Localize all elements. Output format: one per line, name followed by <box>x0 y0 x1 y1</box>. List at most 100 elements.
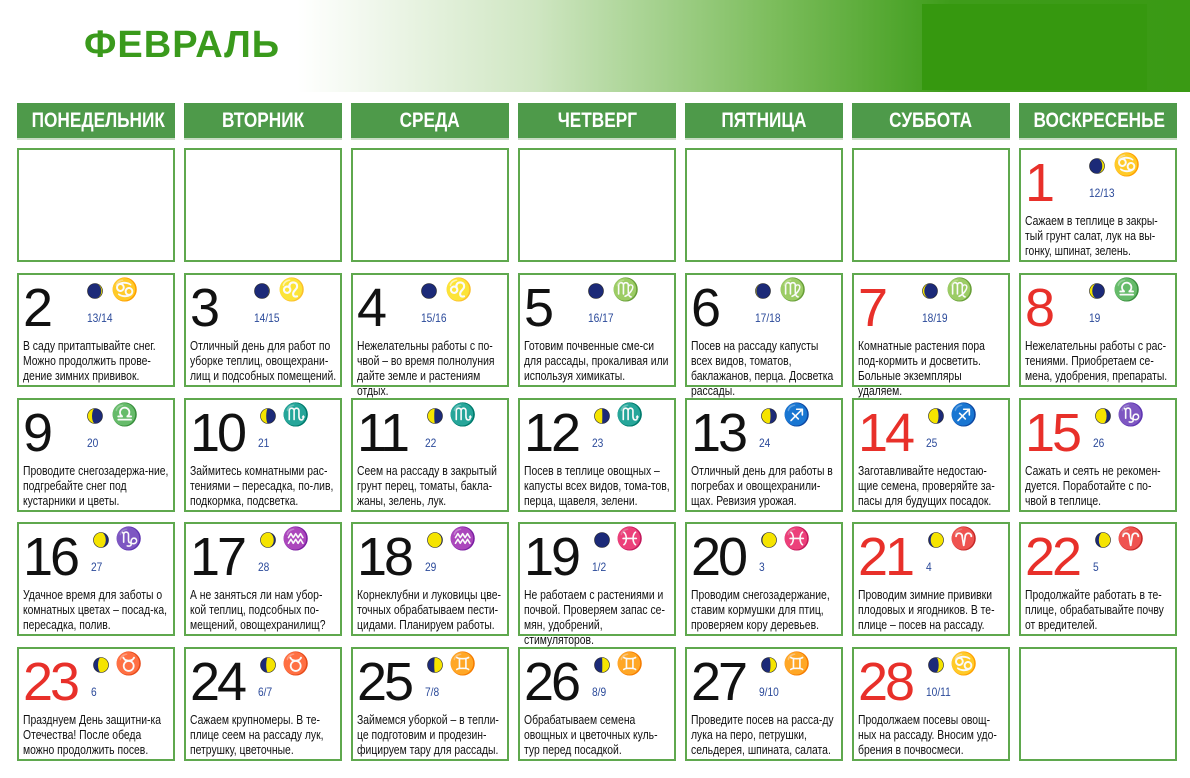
day-cell: 13 ♐ 24 Отличный день для работы в погребах… <box>685 398 843 512</box>
day-number: 24 <box>190 652 247 712</box>
day-number: 26 <box>524 652 581 712</box>
lunar-day: 28 <box>258 560 270 574</box>
day-advice: Займитесь комнатными рас-тениями – перес… <box>190 464 334 508</box>
day-number: 12 <box>524 403 581 463</box>
day-cell: 5 ♍ 16/17 Готовим почвенные сме-си для расс… <box>518 273 676 387</box>
lunar-day: 3 <box>759 560 765 574</box>
weekday-label: ПЯТНИЦА <box>721 109 807 132</box>
zodiac-aries-icon: ♈ <box>1117 526 1145 551</box>
zodiac-sagittarius-icon: ♐ <box>783 402 811 427</box>
day-number: 11 <box>357 403 410 463</box>
lunar-day: 5 <box>1093 560 1099 574</box>
empty-day-cell <box>17 148 175 262</box>
moon-phase-icon <box>761 408 777 424</box>
zodiac-taurus-icon: ♉ <box>115 651 143 676</box>
day-advice: Празднуем День защитни-ка Отечества! Пос… <box>23 713 162 757</box>
day-cell: 16 ♑ 27 Удачное время для заботы о комнатны… <box>17 522 175 636</box>
moon-phase-icon <box>421 283 437 299</box>
weekday-header: ВТОРНИК <box>184 103 342 140</box>
day-number: 6 <box>691 278 721 338</box>
day-number: 21 <box>858 527 915 587</box>
zodiac-pisces-icon: ♓ <box>616 526 644 551</box>
zodiac-scorpio-icon: ♏ <box>616 402 644 427</box>
moon-phase-icon <box>1089 283 1105 299</box>
weekday-label: СУББОТА <box>889 109 973 132</box>
day-cell: 17 ♒ 28 А не заняться ли нам убор-кой тепли… <box>184 522 342 636</box>
day-advice: Продолжаем посевы овощ-ных на рассаду. В… <box>858 713 997 757</box>
moon-phase-icon <box>928 657 944 673</box>
zodiac-scorpio-icon: ♏ <box>449 402 477 427</box>
day-cell: 1 ♋ 12/13 Сажаем в теплице в закры-тый грун… <box>1019 148 1177 262</box>
day-advice: А не заняться ли нам убор-кой теплиц, по… <box>190 588 326 632</box>
day-cell: 27 ♊ 9/10 Проведите посев на расса-ду лука … <box>685 647 843 761</box>
lunar-day: 24 <box>759 436 771 450</box>
moon-phase-icon <box>427 408 443 424</box>
month-title: ФЕВРАЛЬ <box>84 24 281 66</box>
lunar-day: 12/13 <box>1089 186 1115 200</box>
lunar-day: 22 <box>425 436 437 450</box>
day-advice: Обрабатываем семена овощных и цветочных … <box>524 713 658 757</box>
zodiac-libra-icon: ♎ <box>111 402 139 427</box>
zodiac-virgo-icon: ♍ <box>779 277 807 302</box>
day-number: 28 <box>858 652 915 712</box>
empty-day-cell <box>351 148 509 262</box>
lunar-day: 10/11 <box>926 685 951 699</box>
header-decor-block <box>922 4 1147 90</box>
weekday-header: ПЯТНИЦА <box>685 103 843 140</box>
day-advice: Заготавливайте недостаю-щие семена, пров… <box>858 464 995 508</box>
zodiac-sagittarius-icon: ♐ <box>950 402 978 427</box>
day-cell: 19 ♓ 1/2 Не работаем с растениями и почвой.… <box>518 522 676 647</box>
weekday-label: ПОНЕДЕЛЬНИК <box>31 109 165 132</box>
day-advice: Проводим снегозадержание, ставим кормушк… <box>691 588 830 632</box>
weekday-header: СРЕДА <box>351 103 509 140</box>
lunar-day: 6 <box>91 685 97 699</box>
day-cell: 22 ♈ 5 Продолжайте работать в те-плице, обр… <box>1019 522 1177 636</box>
zodiac-gemini-icon: ♊ <box>783 651 811 676</box>
day-advice: Не работаем с растениями и почвой. Прове… <box>524 588 665 647</box>
day-cell: 12 ♏ 23 Посев в теплице овощных – капусты в… <box>518 398 676 512</box>
lunar-day: 29 <box>425 560 437 574</box>
day-number: 13 <box>691 403 748 463</box>
zodiac-gemini-icon: ♊ <box>616 651 644 676</box>
day-advice: В саду притаптывайте снег. Можно продолж… <box>23 339 156 383</box>
moon-phase-icon <box>260 657 276 673</box>
lunar-day: 14/15 <box>254 311 280 325</box>
empty-day-cell <box>852 148 1010 262</box>
lunar-day: 26 <box>1093 436 1105 450</box>
day-advice: Нежелательны работы с рас-тениями. Приоб… <box>1025 339 1168 383</box>
zodiac-cancer-icon: ♋ <box>1113 152 1141 177</box>
weekday-label: СРЕДА <box>399 109 461 132</box>
day-number: 2 <box>23 278 53 338</box>
weekday-label: ЧЕТВЕРГ <box>557 109 637 132</box>
day-number: 19 <box>524 527 581 587</box>
moon-phase-icon <box>594 657 610 673</box>
empty-day-cell <box>518 148 676 262</box>
zodiac-aquarius-icon: ♒ <box>449 526 477 551</box>
lunar-day: 20 <box>87 436 99 450</box>
lunar-day: 1/2 <box>592 560 607 574</box>
zodiac-capricorn-icon: ♑ <box>1117 402 1145 427</box>
moon-phase-icon <box>254 283 270 299</box>
zodiac-capricorn-icon: ♑ <box>115 526 143 551</box>
day-cell: 2 ♋ 13/14 В саду притаптывайте снег. Можно … <box>17 273 175 387</box>
day-advice: Отличный день для работы в погребах и ов… <box>691 464 833 508</box>
day-advice: Займемся уборкой – в тепли-це подготовим… <box>357 713 499 757</box>
lunar-day: 16/17 <box>588 311 614 325</box>
moon-phase-icon <box>427 657 443 673</box>
moon-phase-icon <box>87 283 103 299</box>
day-cell: 6 ♍ 17/18 Посев на рассаду капусты всех вид… <box>685 273 843 398</box>
zodiac-taurus-icon: ♉ <box>282 651 310 676</box>
day-advice: Посев в теплице овощных – капусты всех в… <box>524 464 670 508</box>
day-number: 4 <box>357 278 387 338</box>
day-number: 7 <box>858 278 888 338</box>
zodiac-cancer-icon: ♋ <box>111 277 139 302</box>
moon-phase-icon <box>427 532 443 548</box>
lunar-day: 21 <box>258 436 270 450</box>
day-advice: Нежелательны работы с по-чвой – во время… <box>357 339 495 398</box>
day-advice: Готовим почвенные сме-си для рассады, пр… <box>524 339 669 383</box>
lunar-day: 9/10 <box>759 685 779 699</box>
day-cell: 3 ♌ 14/15 Отличный день для работ по уборке… <box>184 273 342 387</box>
moon-phase-icon <box>928 532 944 548</box>
day-cell: 23 ♉ 6 Празднуем День защитни-ка Отечества!… <box>17 647 175 761</box>
day-advice: Удачное время для заботы о комнатных цве… <box>23 588 168 632</box>
